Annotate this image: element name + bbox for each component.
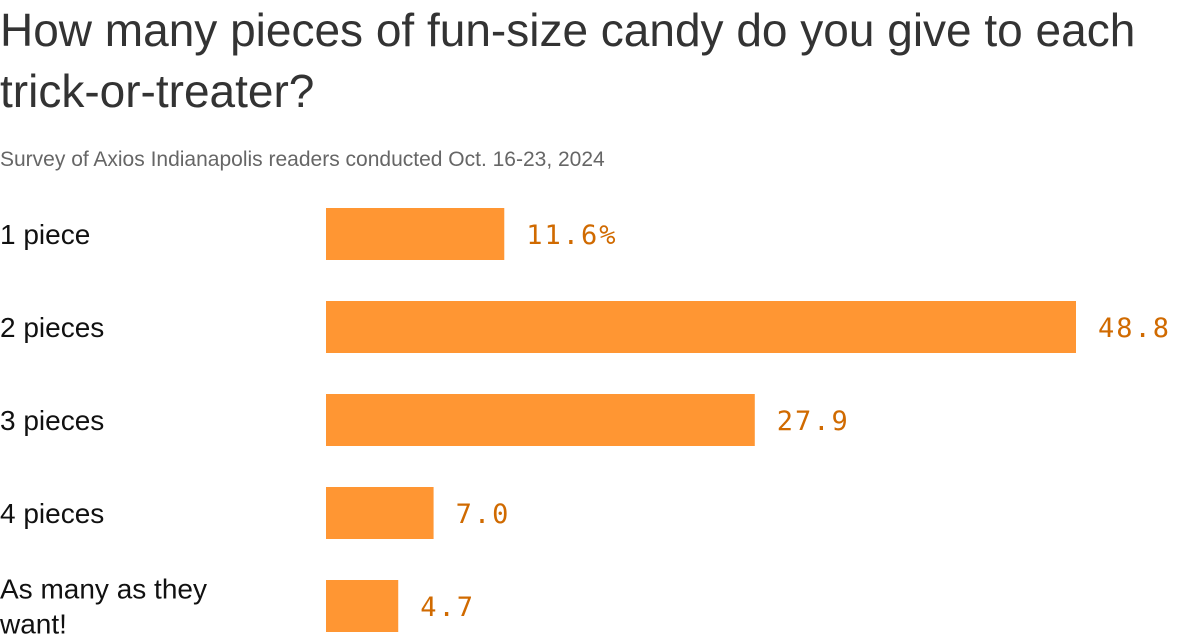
chart-title: How many pieces of fun-size candy do you… — [0, 4, 1136, 117]
bar-2 — [326, 301, 1076, 353]
bar-3 — [326, 394, 755, 446]
value-label-1: 11.6% — [526, 220, 617, 251]
category-label-1: 1 piece — [0, 219, 90, 250]
category-label-3: 3 pieces — [0, 405, 104, 436]
bars-layer — [326, 208, 1076, 632]
category-label-2: 2 pieces — [0, 312, 104, 343]
value-label-4: 7.0 — [456, 499, 511, 530]
bar-5 — [326, 580, 399, 632]
category-label-4: 4 pieces — [0, 498, 104, 529]
value-label-2: 48.8 — [1098, 313, 1171, 344]
value-label-5: 4.7 — [420, 592, 475, 623]
category-label-5: As many as they want! — [0, 574, 207, 640]
chart-subtitle: Survey of Axios Indianapolis readers con… — [0, 148, 605, 171]
bar-4 — [326, 487, 434, 539]
value-label-3: 27.9 — [777, 406, 850, 437]
bar-1 — [326, 208, 505, 260]
value-labels-layer: 11.6% 48.8 27.9 7.0 4.7 — [420, 220, 1171, 623]
category-labels-layer: 1 piece 2 pieces 3 pieces 4 pieces As many a… — [0, 219, 207, 640]
